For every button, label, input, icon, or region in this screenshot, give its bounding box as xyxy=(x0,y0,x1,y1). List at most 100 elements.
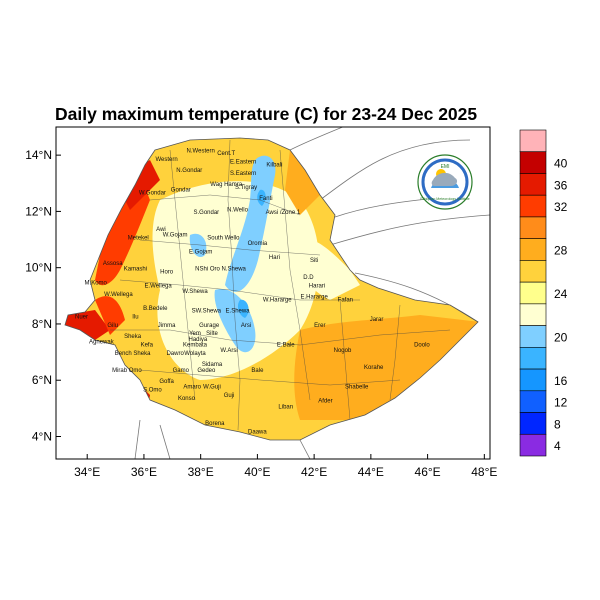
legend-swatch xyxy=(519,281,547,305)
region-label: W.Guji xyxy=(203,385,221,391)
region-label: Afder xyxy=(318,399,332,405)
legend-swatch xyxy=(519,390,547,413)
legend-swatch xyxy=(519,347,547,370)
field-32-36-gambela xyxy=(95,296,125,335)
region-label: Metekel xyxy=(128,236,149,242)
region-label: E.Bale xyxy=(277,342,295,348)
field-28-32-afar xyxy=(285,150,320,215)
region-label: Jarar xyxy=(370,317,384,323)
x-tick-label: 46°E xyxy=(415,465,441,479)
field-36-40-nw xyxy=(120,160,160,210)
legend-swatch xyxy=(519,216,547,239)
region-label: D.D xyxy=(303,275,314,281)
legend-swatch xyxy=(519,325,547,348)
region-label: Hari xyxy=(269,255,280,261)
region-label: E.Wellega xyxy=(144,283,172,289)
region-label: Goffa xyxy=(159,379,174,385)
region-label: E.Shewa xyxy=(226,309,251,315)
legend-swatch xyxy=(519,129,547,153)
region-label: Siti xyxy=(310,258,318,264)
region-label: W.Hararge xyxy=(263,297,292,303)
region-labels: N.Western Cent.T Western E.Eastern Kilbali N.… xyxy=(75,148,430,435)
legend-label: 40 xyxy=(554,157,568,171)
legend-swatch xyxy=(519,260,547,283)
legend-label: 36 xyxy=(554,178,568,192)
region-label: Nogob xyxy=(334,348,352,354)
region-label: Bench Sheka xyxy=(115,351,151,357)
region-label: Ilu xyxy=(132,314,138,320)
region-label: Gondar xyxy=(171,188,191,194)
region-label: Gamo xyxy=(173,368,190,374)
field-16-20-gojam xyxy=(189,233,207,258)
map-frame xyxy=(55,126,491,460)
region-label: E.Hararge xyxy=(300,295,328,301)
region-label: Sidama xyxy=(202,362,223,368)
admin-boundaries xyxy=(110,139,451,431)
field-28-32-southeast xyxy=(294,315,478,420)
legend-swatch xyxy=(519,433,547,457)
field-16-20-rift xyxy=(225,155,276,292)
emi-logo: EMI Ethiopian Meteorology Institute xyxy=(417,154,473,210)
region-label: Konso xyxy=(178,396,196,402)
region-label: Nuer xyxy=(75,314,88,320)
logo-text-bottom: Ethiopian Meteorology Institute xyxy=(420,197,469,201)
x-axis: 34°E 36°E 38°E 40°E 42°E 44°E 46°E 48°E xyxy=(74,454,497,479)
region-label: Amaro xyxy=(183,385,201,391)
region-label: S.Eastern xyxy=(230,171,256,177)
region-label: B.Bedele xyxy=(143,306,168,312)
region-label: W.Wellega xyxy=(104,292,133,298)
region-label: W.Gondar xyxy=(139,191,166,197)
y-tick-label: 8°N xyxy=(32,317,52,331)
region-label: Dawro xyxy=(166,351,184,357)
x-tick-label: 44°E xyxy=(358,465,384,479)
legend-label: 4 xyxy=(554,439,561,453)
region-label: E.Gojam xyxy=(189,250,212,256)
region-label: Kamashi xyxy=(124,266,147,272)
y-tick-label: 10°N xyxy=(25,261,52,275)
legend-swatch xyxy=(519,238,547,261)
region-label: South Wello xyxy=(207,236,240,242)
legend-swatch xyxy=(519,412,547,435)
legend-label: 8 xyxy=(554,417,561,431)
legend-swatch xyxy=(519,303,547,326)
region-label: SW.Shewa xyxy=(192,309,222,315)
region-label: W.Shewa xyxy=(182,289,208,295)
y-axis: 4°N 6°N 8°N 10°N 12°N 14°N xyxy=(25,148,61,443)
map-title: Daily maximum temperature (C) for 23-24 … xyxy=(55,104,478,124)
x-tick-label: 38°E xyxy=(188,465,214,479)
field-12-16-core xyxy=(237,299,249,318)
region-label: Fafan xyxy=(338,297,353,303)
region-label: Silte xyxy=(206,331,218,337)
x-tick-label: 48°E xyxy=(471,465,497,479)
region-label: Hadiya xyxy=(188,337,207,343)
region-label: Shabelle xyxy=(345,385,369,391)
region-label: Liban xyxy=(278,404,293,410)
region-label: Kefa xyxy=(141,342,154,348)
region-label: W.Arsi xyxy=(220,348,237,354)
region-label: W.Gojam xyxy=(163,233,188,239)
region-label: N.Wello xyxy=(227,207,249,213)
region-label: Cent.T xyxy=(217,151,235,157)
region-label: Daawa xyxy=(248,430,267,436)
legend-label: 16 xyxy=(554,374,568,388)
region-label: N.Gondar xyxy=(176,168,202,174)
region-label: Harari xyxy=(309,283,325,289)
x-tick-label: 40°E xyxy=(244,465,270,479)
legend-label: 24 xyxy=(554,287,568,301)
region-label: Awi xyxy=(156,227,166,233)
region-label: Jimma xyxy=(158,323,176,329)
field-36-40-gambela xyxy=(65,310,110,340)
region-label: Arsi xyxy=(241,323,251,329)
region-label: N.Western xyxy=(187,148,215,154)
legend-swatch xyxy=(519,194,547,218)
region-label: Western xyxy=(156,157,178,163)
legend-label: 28 xyxy=(554,244,568,258)
legend-label: 12 xyxy=(554,396,568,410)
region-label: Kilbali xyxy=(266,162,282,168)
region-label: Yem xyxy=(189,331,201,337)
region-label: Wolayta xyxy=(184,351,206,357)
color-legend: 40 36 32 28 24 20 16 12 8 4 xyxy=(519,129,568,457)
legend-swatch xyxy=(519,368,547,392)
y-tick-label: 12°N xyxy=(25,204,52,218)
